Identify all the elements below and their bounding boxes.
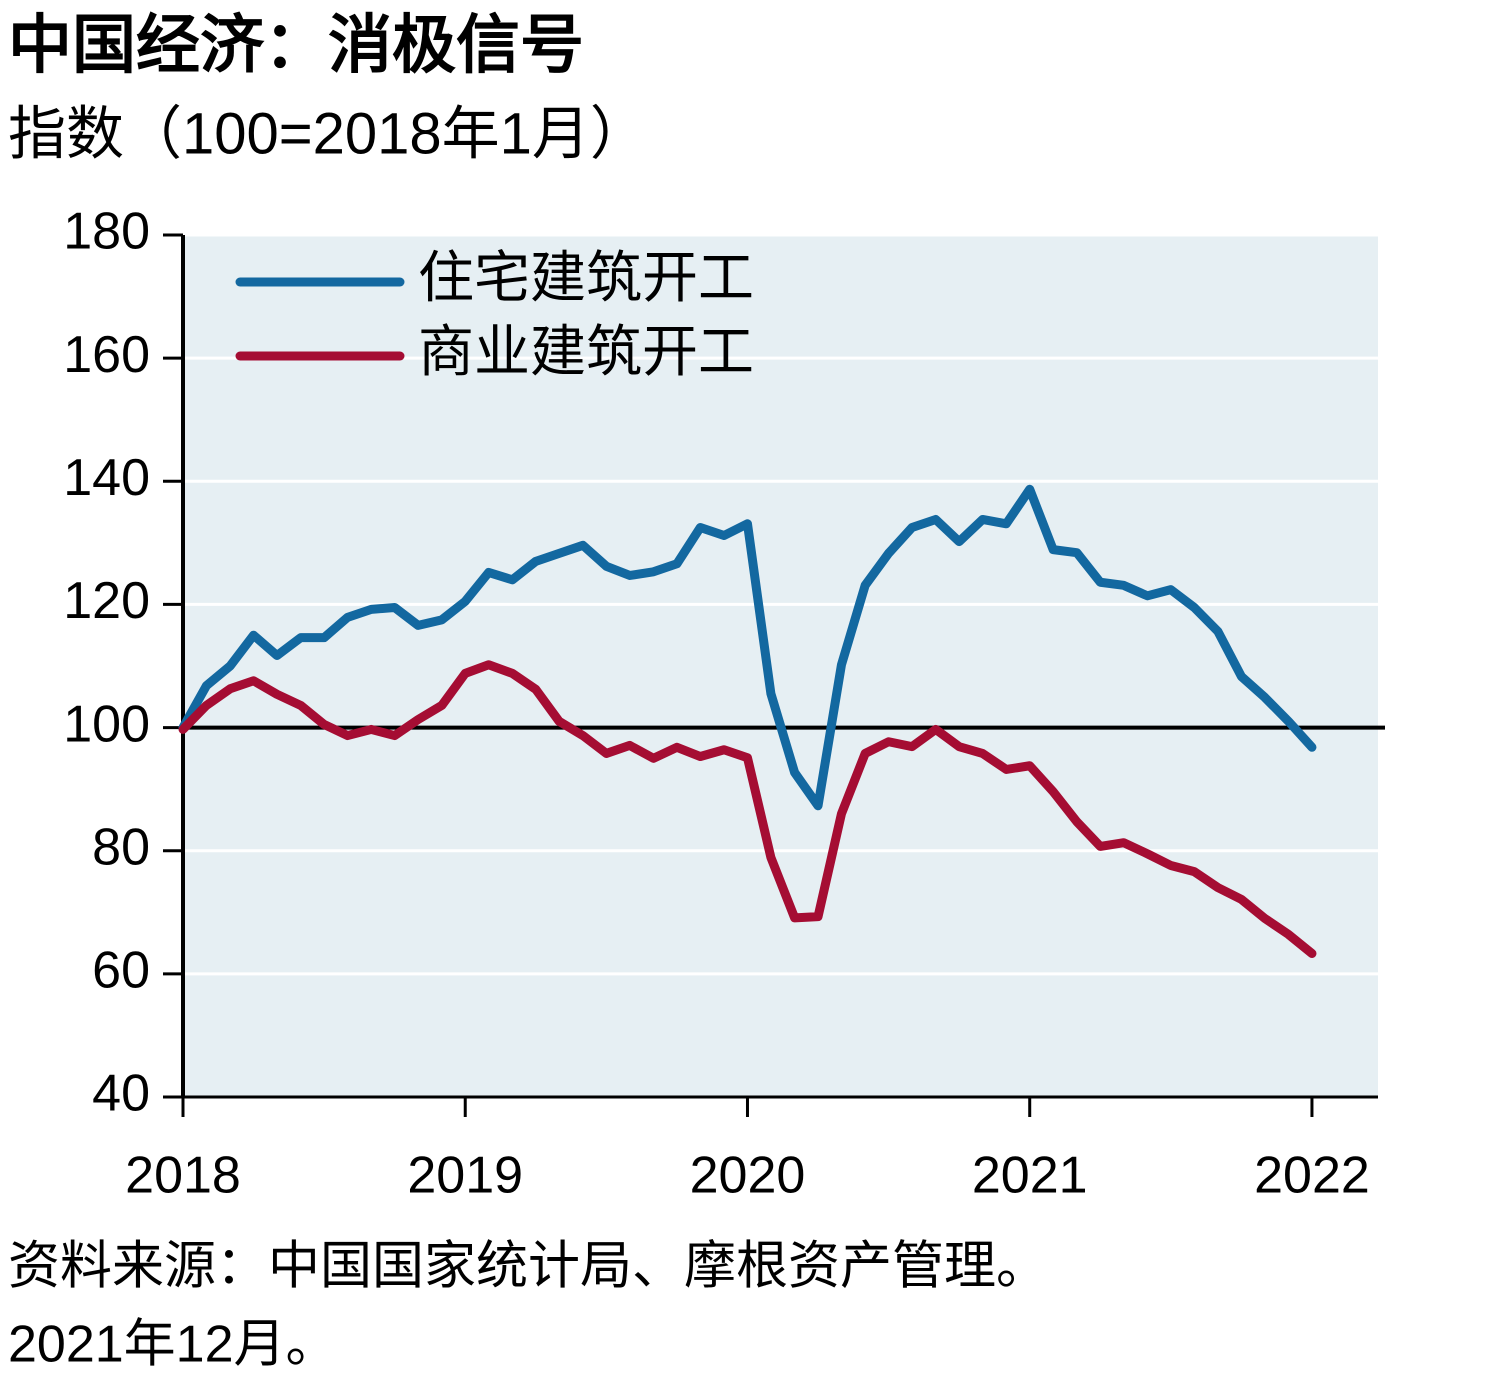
- y-tick-label: 140: [63, 449, 150, 507]
- date-note: 2021年12月。: [8, 1316, 338, 1374]
- legend-label: 商业建筑开工: [418, 320, 754, 383]
- x-tick-label: 2019: [407, 1147, 523, 1205]
- x-tick-label: 2021: [972, 1147, 1088, 1205]
- source-note: 资料来源：中国国家统计局、摩根资产管理。: [8, 1238, 1048, 1296]
- legend-label: 住宅建筑开工: [418, 246, 754, 309]
- y-tick-label: 160: [63, 326, 150, 384]
- y-tick-label: 40: [92, 1065, 150, 1123]
- series-line: [178, 660, 1317, 959]
- chart-subtitle: 指数（100=2018年1月）: [8, 101, 648, 166]
- x-tick-label: 2020: [690, 1147, 806, 1205]
- x-tick-label: 2018: [125, 1147, 241, 1205]
- y-tick-label: 60: [92, 942, 150, 1000]
- y-tick-label: 180: [63, 203, 150, 261]
- y-tick-label: 100: [63, 695, 150, 753]
- plot-area: [183, 235, 1378, 1097]
- y-tick-label: 120: [63, 572, 150, 630]
- series-line: [178, 484, 1317, 811]
- chart-title: 中国经济：消极信号: [8, 9, 584, 81]
- y-tick-label: 80: [92, 818, 150, 876]
- x-tick-label: 2022: [1254, 1147, 1370, 1205]
